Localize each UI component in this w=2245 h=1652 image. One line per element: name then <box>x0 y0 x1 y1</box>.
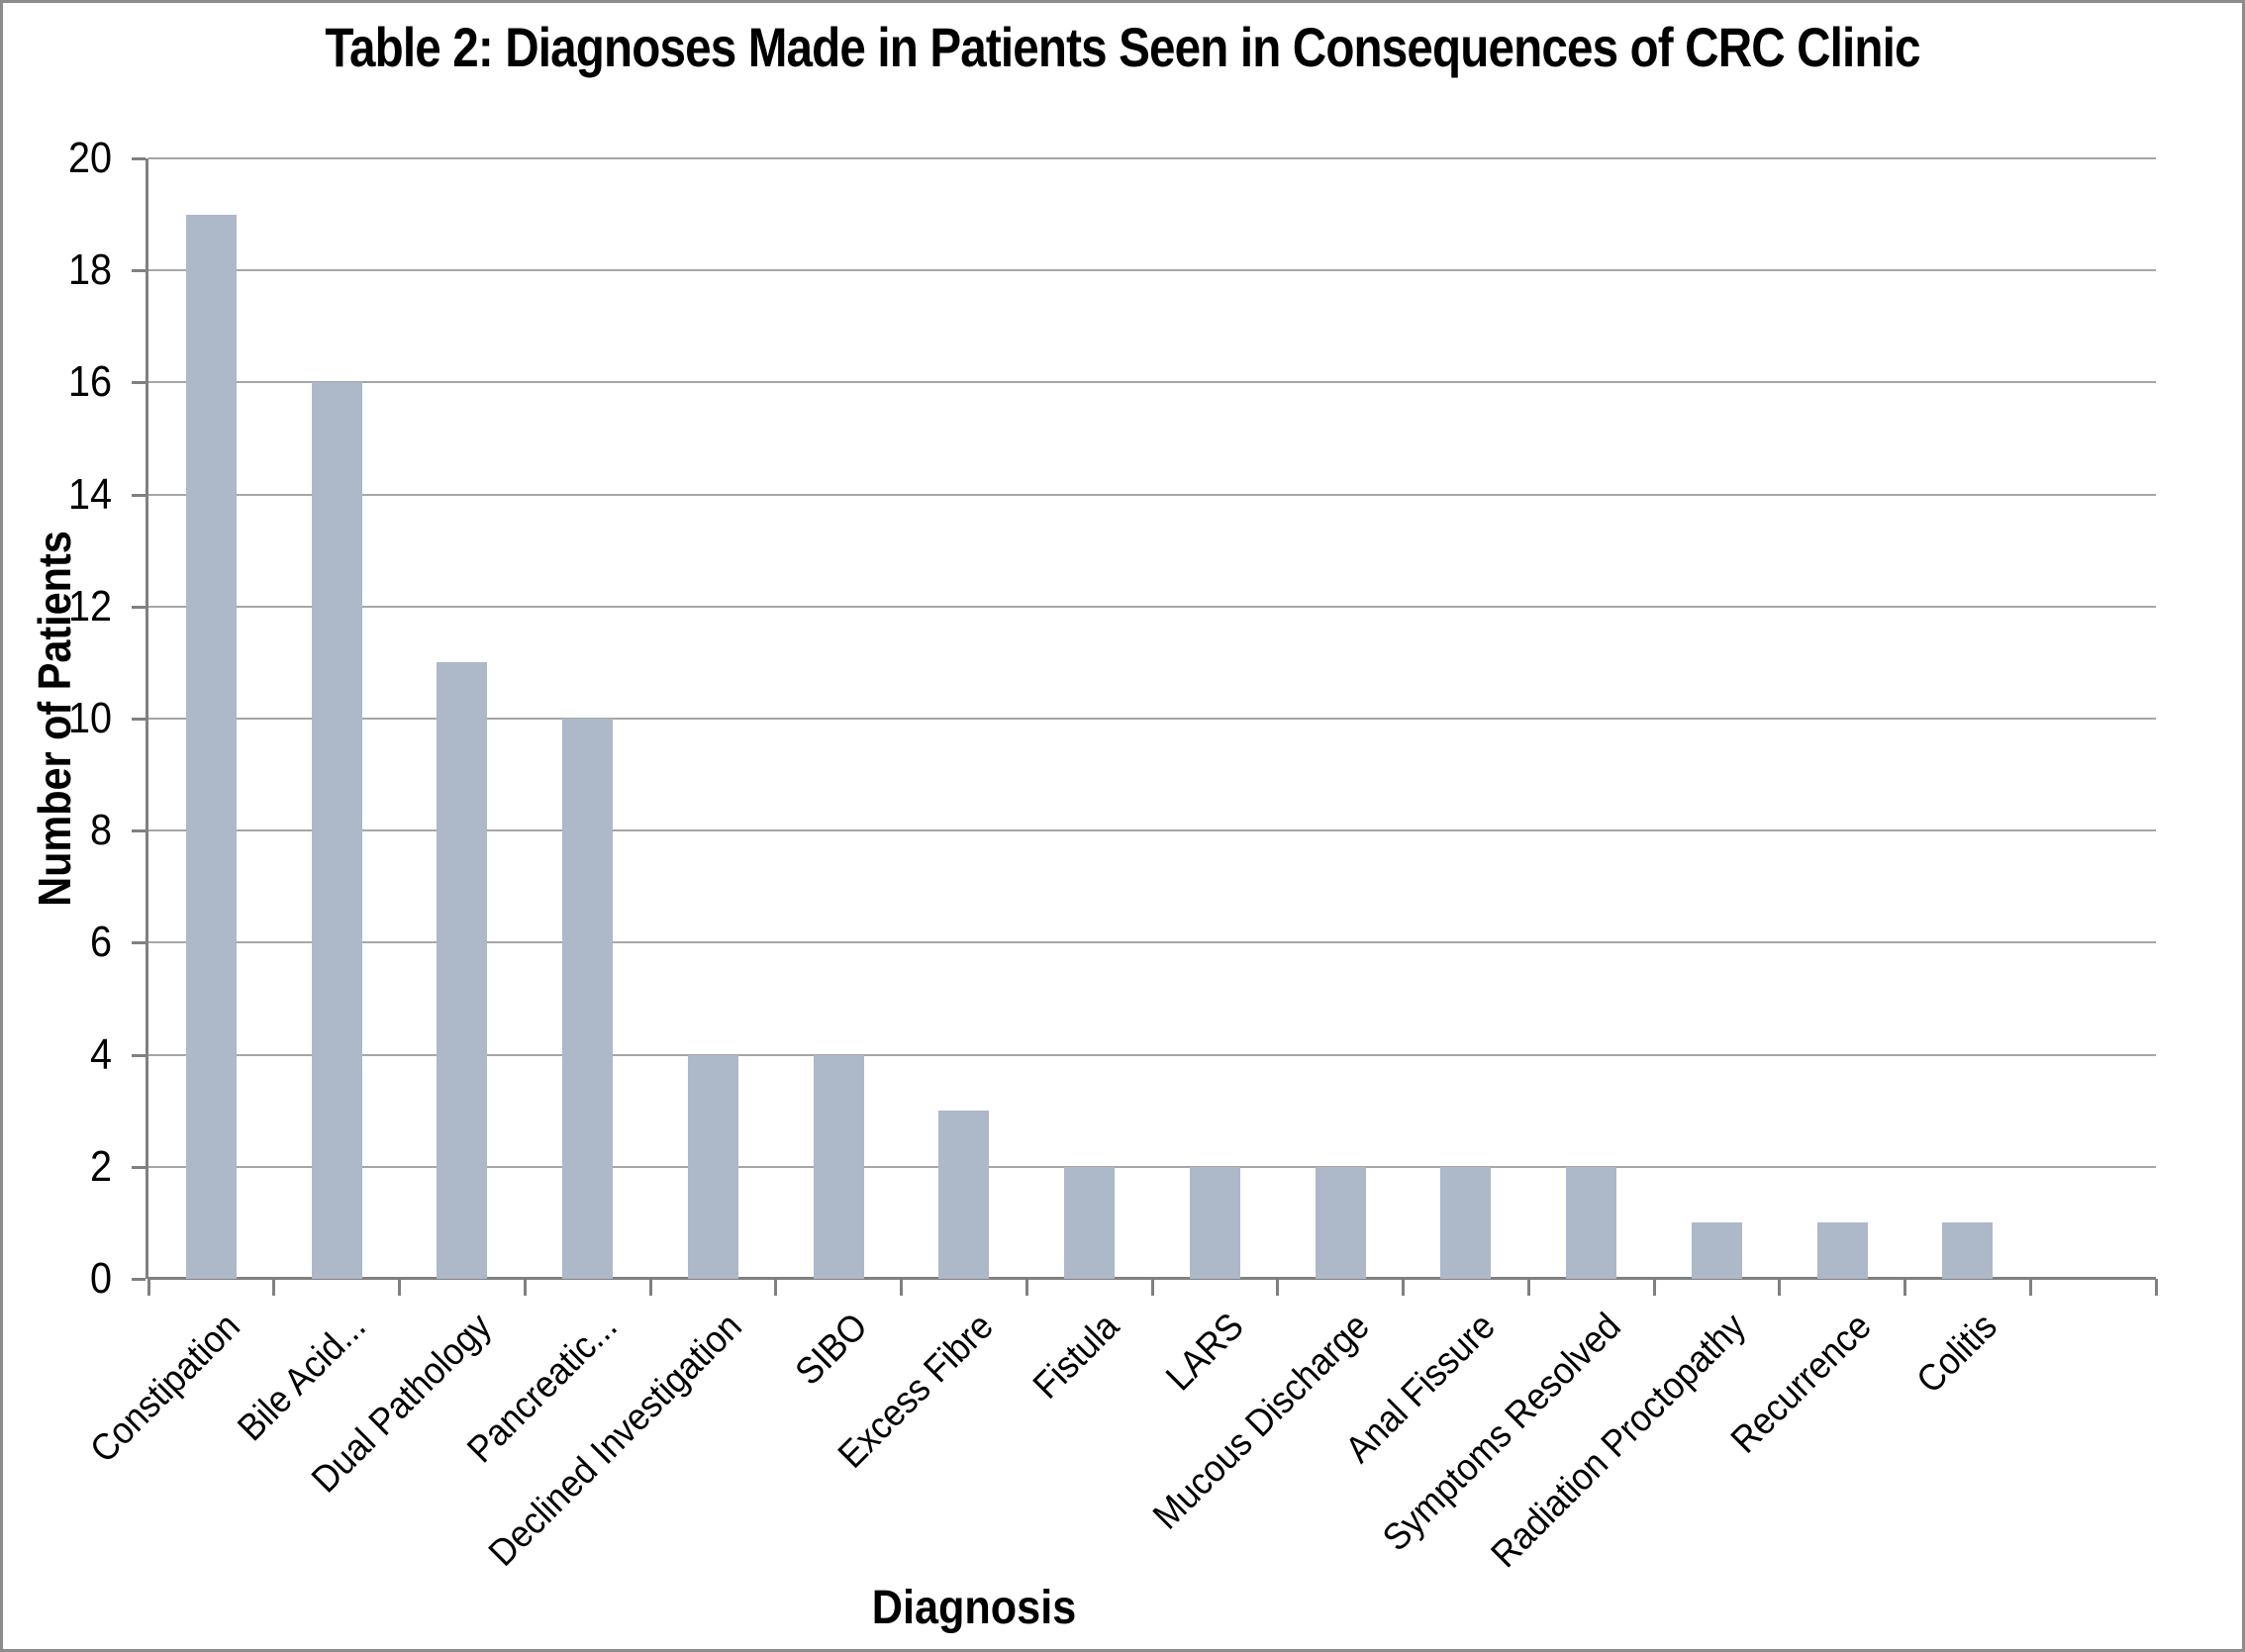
bar-colitis <box>1942 1222 1994 1279</box>
x-tick-mark-7 <box>1025 1279 1028 1296</box>
x-category-label-2: Bile Acid... <box>230 1306 374 1450</box>
y-axis-line <box>146 158 148 1279</box>
y-tick-label-14: 14 <box>67 469 112 519</box>
y-tick-label-10: 10 <box>67 694 112 742</box>
y-tick-label-2: 2 <box>89 1141 112 1191</box>
gridline-y-2 <box>148 1165 2156 1168</box>
bar-bile-acid <box>311 382 362 1279</box>
y-tick-label-8: 8 <box>89 806 112 855</box>
x-axis-line <box>148 1277 2156 1280</box>
y-tick-label-4: 4 <box>89 1029 112 1079</box>
x-category-label-6: SIBO <box>788 1306 876 1394</box>
x-tick-mark-11 <box>1526 1279 1530 1296</box>
y-tick-mark-6 <box>132 941 146 945</box>
x-tick-mark-14 <box>1903 1279 1906 1296</box>
bar-recurrence <box>1816 1222 1868 1279</box>
x-tick-mark-13 <box>1778 1279 1782 1296</box>
x-category-label-8: Fistula <box>1025 1306 1127 1408</box>
y-tick-mark-10 <box>132 718 146 721</box>
x-category-label-4: Pancreatic... <box>459 1306 626 1472</box>
x-category-label-1: Constipation <box>82 1306 249 1472</box>
y-tick-mark-4 <box>132 1053 146 1057</box>
y-tick-mark-0 <box>132 1278 146 1281</box>
x-tick-mark-0 <box>146 1279 150 1296</box>
bar-excess-fibre <box>938 1111 990 1279</box>
y-tick-mark-14 <box>132 493 146 497</box>
x-tick-mark-1 <box>272 1279 276 1296</box>
y-tick-label-18: 18 <box>67 245 112 295</box>
bar-radiation-proctopathy <box>1691 1222 1742 1279</box>
x-tick-mark-3 <box>523 1279 527 1296</box>
y-tick-mark-18 <box>132 269 146 273</box>
plot-area <box>132 157 2158 1296</box>
y-tick-mark-8 <box>132 829 146 833</box>
x-axis-category-labels: Constipation Bile Acid... Dual Pathology Pa… <box>83 1306 2156 1642</box>
bar-anal-fissure <box>1440 1166 1492 1279</box>
gridline-y-10 <box>148 718 2156 720</box>
x-tick-mark-12 <box>1652 1279 1656 1296</box>
gridline-y-20 <box>148 157 2156 159</box>
bar-symptoms-resolved <box>1566 1166 1617 1279</box>
gridline-y-16 <box>148 381 2156 384</box>
y-tick-label-0: 0 <box>89 1254 112 1303</box>
gridline-y-14 <box>148 493 2156 496</box>
x-tick-mark-2 <box>398 1279 401 1296</box>
y-axis-tick-labels: 0 2 4 6 8 10 12 14 16 18 20 <box>3 134 132 1303</box>
bar-mucous-discharge <box>1315 1166 1366 1279</box>
x-tick-mark-16 <box>2154 1279 2158 1296</box>
y-tick-label-20: 20 <box>67 134 112 182</box>
gridline-y-12 <box>148 605 2156 608</box>
y-tick-mark-12 <box>132 605 146 609</box>
y-tick-label-6: 6 <box>89 918 112 967</box>
y-tick-mark-16 <box>132 381 146 385</box>
chart-title: Table 2: Diagnoses Made in Patients Seen… <box>325 16 1920 78</box>
x-tick-mark-4 <box>648 1279 652 1296</box>
bar-pancreatic <box>562 719 614 1279</box>
x-tick-mark-5 <box>774 1279 778 1296</box>
gridline-y-18 <box>148 269 2156 272</box>
x-tick-mark-8 <box>1150 1279 1154 1296</box>
y-tick-label-16: 16 <box>67 357 112 407</box>
x-category-label-7: Excess Fibre <box>830 1306 1002 1477</box>
y-tick-label-12: 12 <box>67 581 112 631</box>
x-category-label-10: Mucous Discharge <box>1145 1306 1378 1538</box>
gridline-y-8 <box>148 829 2156 832</box>
bar-sibo <box>813 1054 864 1279</box>
bar-fistula <box>1064 1166 1116 1279</box>
x-category-label-11: Anal Fissure <box>1337 1306 1504 1472</box>
x-category-label-12: Symptoms Resolved <box>1374 1306 1629 1560</box>
bar-constipation <box>185 214 237 1279</box>
x-axis-title: Diagnosis <box>871 1582 1077 1634</box>
bar-lars <box>1189 1166 1240 1279</box>
bar-declined-investigation <box>687 1054 738 1279</box>
x-category-label-5: Declined Investigation <box>481 1306 751 1575</box>
x-category-label-9: LARS <box>1158 1306 1253 1400</box>
y-tick-mark-2 <box>132 1165 146 1169</box>
x-tick-mark-15 <box>2028 1279 2032 1296</box>
gridline-y-6 <box>148 941 2156 944</box>
x-category-label-13: Radiation Proctopathy <box>1484 1306 1755 1576</box>
x-tick-mark-6 <box>900 1279 903 1296</box>
x-tick-mark-10 <box>1402 1279 1405 1296</box>
gridline-y-4 <box>148 1053 2156 1056</box>
y-tick-mark-20 <box>132 157 146 160</box>
bar-dual-pathology <box>437 662 488 1279</box>
x-category-label-3: Dual Pathology <box>304 1306 500 1502</box>
x-category-label-15: Colitis <box>1908 1306 2005 1403</box>
x-category-label-14: Recurrence <box>1723 1306 1880 1462</box>
x-tick-mark-9 <box>1276 1279 1280 1296</box>
